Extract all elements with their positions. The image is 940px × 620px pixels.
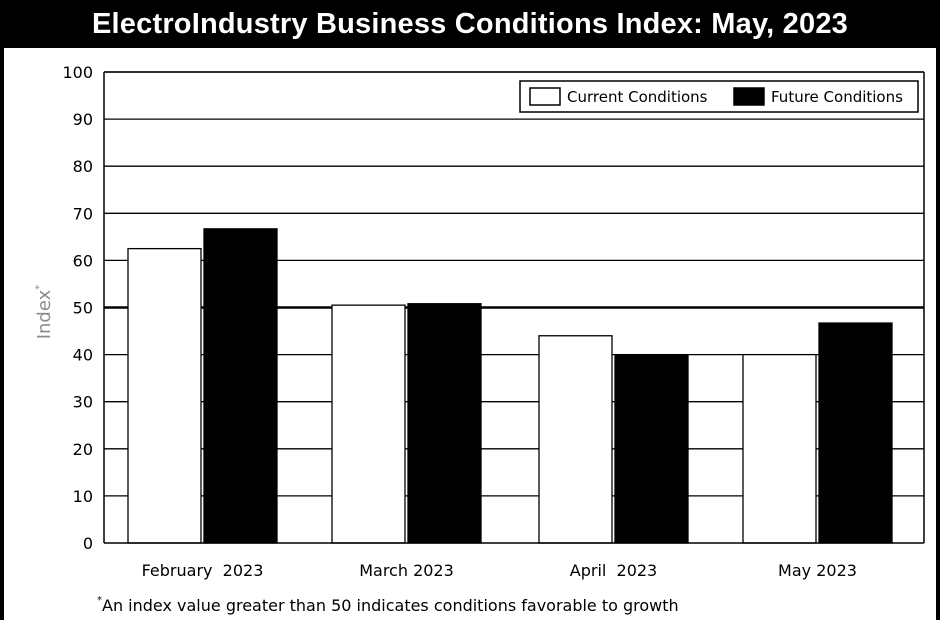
x-category-label: April 2023	[570, 561, 657, 580]
y-tick-label: 50	[73, 299, 93, 318]
legend-swatch-future	[733, 87, 765, 106]
y-tick-label: 20	[73, 440, 93, 459]
legend-label-current: Current Conditions	[567, 88, 708, 106]
x-category-label: May 2023	[778, 561, 857, 580]
bar-current-0	[127, 247, 202, 544]
legend-box	[519, 80, 919, 113]
y-tick-label: 70	[73, 204, 93, 223]
frame-left-border	[0, 48, 4, 620]
axis-layer	[103, 71, 925, 544]
bar-current-2	[538, 335, 613, 544]
bar-future-1	[407, 303, 482, 544]
x-category-label: March 2023	[359, 561, 454, 580]
y-tick-label: 60	[73, 251, 93, 270]
y-tick-labels: 0 10 20 30 40 50 60 70 80 90 100	[62, 63, 93, 553]
bar-future-2	[614, 353, 689, 544]
y-tick-label: 80	[73, 157, 93, 176]
legend: Current Conditions Future Conditions	[519, 80, 919, 113]
y-tick-label: 30	[73, 393, 93, 412]
bar-future-3	[818, 322, 893, 544]
bar-future-0	[203, 228, 278, 544]
y-axis-label: Index*	[34, 285, 55, 340]
x-category-labels: February 2023 March 2023 April 2023 May 202…	[142, 561, 857, 580]
chart-title: ElectroIndustry Business Conditions Inde…	[0, 0, 940, 48]
y-tick-label: 40	[73, 346, 93, 365]
frame-right-border	[936, 48, 940, 620]
y-tick-label: 100	[62, 63, 93, 82]
y-tick-label: 10	[73, 487, 93, 506]
bar-layer	[127, 228, 893, 544]
footnote: *An index value greater than 50 indicate…	[97, 595, 679, 615]
y-tick-label: 0	[83, 534, 93, 553]
legend-label-future: Future Conditions	[771, 88, 903, 106]
y-tick-label: 90	[73, 110, 93, 129]
bar-current-1	[331, 304, 406, 544]
x-category-label: February 2023	[142, 561, 264, 580]
legend-swatch-current	[529, 87, 561, 106]
bar-current-3	[742, 353, 817, 544]
